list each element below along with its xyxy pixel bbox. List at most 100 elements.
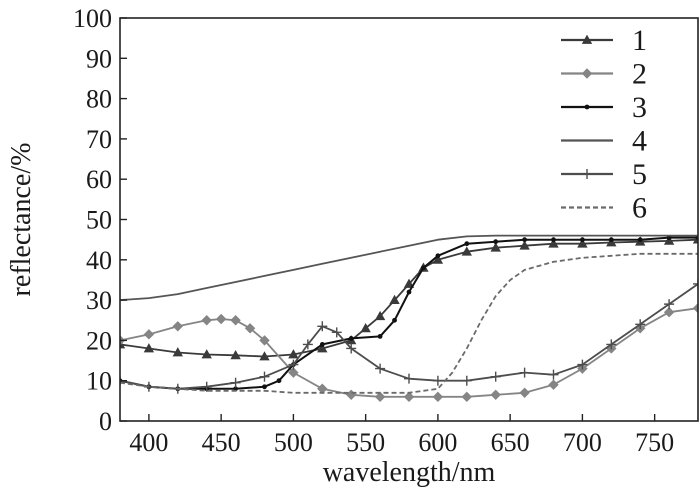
series-4 — [120, 234, 698, 301]
y-tick-label: 20 — [86, 326, 112, 355]
triangle-marker — [577, 238, 588, 248]
plus-marker — [519, 367, 530, 378]
legend-item-2: 2 — [561, 58, 647, 91]
triangle-marker — [432, 254, 444, 264]
diamond-marker — [581, 68, 593, 79]
diamond-marker — [374, 391, 386, 403]
dot-marker — [464, 241, 470, 247]
y-tick-label: 40 — [86, 246, 112, 275]
diamond-marker — [230, 315, 241, 326]
legend-item-1: 1 — [561, 24, 647, 57]
legend-item-6: 6 — [561, 192, 647, 225]
x-tick-label: 650 — [491, 428, 530, 457]
plus-marker — [259, 371, 270, 382]
dot-marker — [637, 237, 643, 243]
triangle-marker — [143, 343, 155, 353]
diamond-marker — [490, 389, 501, 401]
plot-frame — [119, 17, 699, 422]
x-tick-label: 500 — [274, 428, 313, 457]
legend-label: 5 — [632, 158, 647, 191]
dot-marker — [406, 289, 412, 295]
dot-marker — [262, 384, 267, 390]
dot-marker — [580, 237, 585, 243]
y-tick-label: 70 — [86, 125, 112, 154]
legend-item-3: 3 — [561, 91, 647, 124]
triangle-marker — [461, 246, 472, 256]
y-axis-title: reflectance/% — [6, 143, 37, 297]
legend-label: 3 — [632, 91, 647, 124]
triangle-marker — [519, 240, 530, 250]
plus-marker — [404, 373, 414, 384]
x-axis-title: wavelength/nm — [323, 457, 496, 488]
dot-marker — [392, 317, 397, 323]
plus-marker — [288, 359, 299, 370]
plus-marker — [490, 371, 501, 382]
diamond-marker — [663, 306, 675, 318]
triangle-marker — [360, 322, 371, 333]
x-tick-label: 600 — [418, 428, 457, 457]
dot-marker — [319, 342, 325, 347]
series-3 — [120, 235, 698, 392]
diamond-marker — [403, 391, 415, 403]
plus-marker — [317, 321, 328, 332]
triangle-marker — [548, 238, 559, 248]
dot-marker — [421, 265, 426, 271]
diamond-marker — [288, 367, 299, 378]
plus-marker — [693, 278, 698, 289]
dot-marker — [377, 333, 383, 339]
triangle-marker — [374, 310, 386, 321]
diamond-marker — [432, 391, 444, 403]
triangle-marker — [389, 294, 400, 304]
triangle-marker — [403, 278, 415, 288]
plus-marker — [577, 359, 588, 370]
triangle-marker — [172, 347, 183, 357]
dot-marker — [348, 335, 354, 341]
series-6 — [120, 252, 698, 394]
series-layer — [120, 234, 698, 403]
y-tick-label: 0 — [99, 407, 112, 436]
y-tick-label: 30 — [86, 286, 112, 315]
axes-layer: 400 450 500 550 600 650 700 750 0 10 20 30 40 50 60 70 8… — [73, 4, 699, 457]
diamond-marker — [172, 321, 184, 332]
dot-marker — [584, 104, 590, 110]
series-1 — [120, 234, 698, 361]
series-line-1 — [120, 238, 698, 358]
dot-marker — [551, 237, 556, 243]
x-tick-label: 400 — [129, 428, 168, 457]
dot-marker — [493, 239, 499, 245]
diamond-marker — [519, 387, 530, 398]
diamond-marker — [215, 313, 227, 325]
plus-marker — [461, 375, 472, 386]
diamond-marker — [692, 302, 698, 314]
diamond-marker — [244, 323, 256, 334]
series-line-3 — [120, 236, 698, 390]
dot-marker — [608, 237, 614, 243]
series-line-4 — [120, 234, 698, 301]
plus-marker — [201, 381, 212, 392]
x-tick-label: 550 — [346, 428, 385, 457]
plus-marker — [230, 377, 241, 388]
triangle-marker — [317, 343, 328, 353]
triangle-marker — [259, 351, 270, 361]
x-tick-label: 450 — [202, 428, 241, 457]
y-tick-label: 60 — [86, 165, 112, 194]
y-tick-label: 90 — [86, 44, 112, 73]
legend-label: 1 — [632, 24, 647, 57]
plus-marker — [606, 339, 617, 350]
legend-label: 6 — [632, 192, 647, 225]
plus-marker — [635, 319, 646, 330]
plus-marker — [346, 343, 357, 354]
legend-label: 4 — [632, 125, 647, 158]
plus-marker — [375, 363, 386, 374]
triangle-marker — [663, 235, 675, 245]
dot-marker — [276, 378, 282, 384]
plus-marker — [331, 327, 342, 338]
x-tick-label: 750 — [635, 428, 674, 457]
diamond-marker — [201, 315, 212, 326]
diamond-marker — [259, 335, 270, 346]
legend-item-4: 4 — [561, 125, 647, 158]
dot-marker — [522, 237, 527, 243]
triangle-marker — [230, 349, 241, 360]
